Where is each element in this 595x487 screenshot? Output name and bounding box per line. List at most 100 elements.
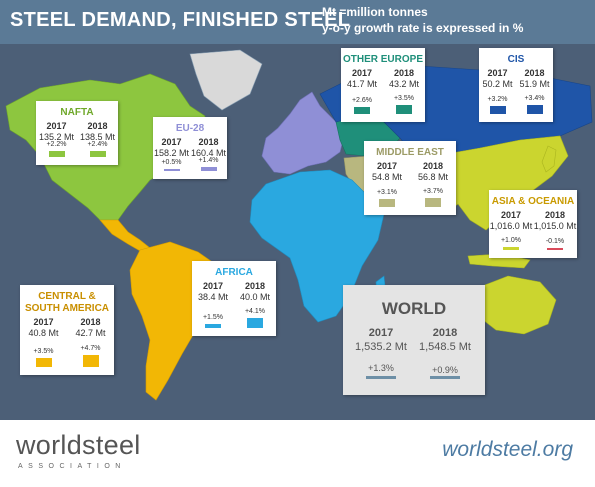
growth-label-2017: +0.5% [161, 159, 182, 166]
world-summary-box: WORLD 2017 2018 1,535.2 Mt 1,548.5 Mt +1… [343, 285, 485, 395]
growth-bar-2017 [503, 247, 519, 250]
region-value-2018: 43.2 Mt [388, 79, 419, 89]
region-year-2017: 2017 [33, 317, 54, 327]
growth-bar-2018 [526, 105, 543, 114]
growth-label-2018: +3.4% [524, 95, 545, 102]
website-link[interactable]: worldsteel.org [442, 438, 573, 461]
region-title: EU-28 [175, 123, 205, 134]
region-year-2018: 2018 [244, 281, 266, 291]
growth-bar-2018 [396, 105, 412, 114]
region-title: OTHER EUROPE [342, 54, 423, 65]
region-value-2018: 42.7 Mt [75, 328, 106, 338]
footer: worldsteel ASSOCIATION worldsteel.org [0, 420, 595, 487]
region-year-2018: 2018 [524, 68, 545, 78]
growth-label-2018: +3.7% [422, 188, 444, 195]
world-value-2017: 1,535.2 Mt [355, 341, 407, 353]
growth-label-2018: +1.4% [198, 157, 219, 164]
worldsteel-logo-sub: ASSOCIATION [18, 463, 126, 470]
growth-label-2018: +2.4% [87, 141, 108, 148]
growth-bar-2017 [35, 358, 52, 367]
unit-note: Mt =million tonnes [322, 5, 428, 19]
growth-label-2018: +3.5% [393, 95, 415, 102]
growth-label-2018: +4.7% [80, 345, 101, 352]
growth-label-2017: +2.6% [351, 97, 373, 104]
region-value-2017: 135.2 Mt [38, 132, 75, 142]
region-value-2017: 158.2 Mt [153, 148, 190, 158]
region-value-2018: 56.8 Mt [417, 172, 448, 182]
region-title: CIS [507, 54, 525, 65]
region-box-asia-oceania: ASIA & OCEANIA 2017 1,016.0 Mt +1.0% 2018 1,0… [489, 190, 577, 258]
growth-bar-2018 [547, 248, 563, 250]
region-box-cis: CIS 2017 50.2 Mt +3.2% 2018 51.9 Mt +3.4% [479, 48, 553, 122]
region-title: ASIA & OCEANIA [491, 196, 575, 207]
region-box-africa: AFRICA 2017 38.4 Mt +1.5% 2018 40.0 Mt +4.1% [192, 261, 276, 336]
region-value-2017: 41.7 Mt [346, 79, 377, 89]
growth-label-2018: -0.1% [545, 238, 565, 245]
world-bar-2018 [430, 376, 460, 379]
region-greenland [189, 49, 263, 111]
region-value-2017: 50.2 Mt [482, 79, 513, 89]
growth-bar-2017 [379, 199, 395, 207]
growth-label-2017: +3.1% [376, 189, 398, 196]
region-year-2017: 2017 [46, 121, 67, 131]
growth-bar-2017 [48, 151, 65, 157]
region-value-2018: 51.9 Mt [519, 79, 550, 89]
region-box-other-europe: OTHER EUROPE 2017 41.7 Mt +2.6% 2018 43.2 Mt +… [341, 48, 425, 122]
region-value-2017: 38.4 Mt [197, 292, 228, 302]
region-year-2017: 2017 [351, 68, 373, 78]
region-box-middle-east: MIDDLE EAST 2017 54.8 Mt +3.1% 2018 56.8 Mt +3… [364, 141, 456, 215]
world-title: WORLD [381, 299, 447, 318]
growth-bar-2018 [89, 151, 106, 157]
region-value-2017: 1,016.0 Mt [489, 221, 533, 231]
region-year-2018: 2018 [80, 317, 101, 327]
region-year-2017: 2017 [161, 137, 182, 147]
region-box-nafta: NAFTA 2017 135.2 Mt +2.2% 2018 138.5 Mt +2.4% [36, 101, 118, 165]
region-year-2018: 2018 [393, 68, 415, 78]
region-year-2017: 2017 [487, 68, 508, 78]
world-bar-2017 [366, 376, 396, 379]
region-value-2018: 40.0 Mt [239, 292, 270, 302]
region-box-central-south-america: CENTRAL & SOUTH AMERICA 2017 40.8 Mt +3.5% 2… [20, 285, 114, 375]
region-year-2018: 2018 [198, 137, 219, 147]
region-africa [249, 169, 385, 323]
growth-label-2017: +3.5% [33, 348, 54, 355]
world-year-2017: 2017 [368, 327, 394, 339]
region-value-2018: 138.5 Mt [79, 132, 116, 142]
growth-label-2017: +2.2% [46, 141, 67, 148]
region-year-2018: 2018 [544, 210, 566, 220]
growth-bar-2017 [354, 107, 370, 114]
growth-bar-2018 [82, 355, 99, 367]
region-year-2017: 2017 [376, 161, 398, 171]
world-value-2018: 1,548.5 Mt [419, 341, 471, 353]
region-year-2018: 2018 [422, 161, 444, 171]
region-value-2017: 54.8 Mt [371, 172, 402, 182]
growth-bar-2017 [489, 106, 506, 114]
growth-label-2018: +4.1% [244, 308, 266, 315]
region-year-2017: 2017 [500, 210, 522, 220]
growth-bar-2018 [425, 198, 441, 207]
growth-label-2017: +1.5% [202, 314, 224, 321]
region-japan [541, 145, 557, 173]
growth-note: y-o-y growth rate is expressed in % [322, 21, 524, 35]
region-value-2017: 40.8 Mt [28, 328, 59, 338]
header-bar: STEEL DEMAND, FINISHED STEEL Mt =million… [0, 0, 595, 44]
growth-label-2017: +1.0% [500, 237, 522, 244]
region-title: CENTRAL & SOUTH AMERICA [24, 291, 110, 314]
growth-bar-2017 [205, 324, 221, 328]
growth-bar-2018 [200, 167, 217, 171]
region-year-2017: 2017 [202, 281, 224, 291]
region-year-2018: 2018 [87, 121, 108, 131]
region-title: NAFTA [60, 107, 94, 118]
growth-bar-2018 [247, 318, 263, 328]
region-box-eu28: EU-28 2017 158.2 Mt +0.5% 2018 160.4 Mt +1.4% [153, 117, 227, 179]
region-value-2018: 160.4 Mt [190, 148, 227, 158]
worldsteel-logo: worldsteel [16, 430, 141, 460]
page-title: STEEL DEMAND, FINISHED STEEL [10, 9, 351, 31]
region-central-america [99, 219, 151, 253]
world-growth-2017: +1.3% [368, 363, 394, 373]
growth-bar-2017 [163, 169, 180, 171]
world-growth-2018: +0.9% [432, 365, 458, 375]
world-year-2018: 2018 [432, 327, 458, 339]
region-value-2018: 1,015.0 Mt [533, 221, 577, 231]
